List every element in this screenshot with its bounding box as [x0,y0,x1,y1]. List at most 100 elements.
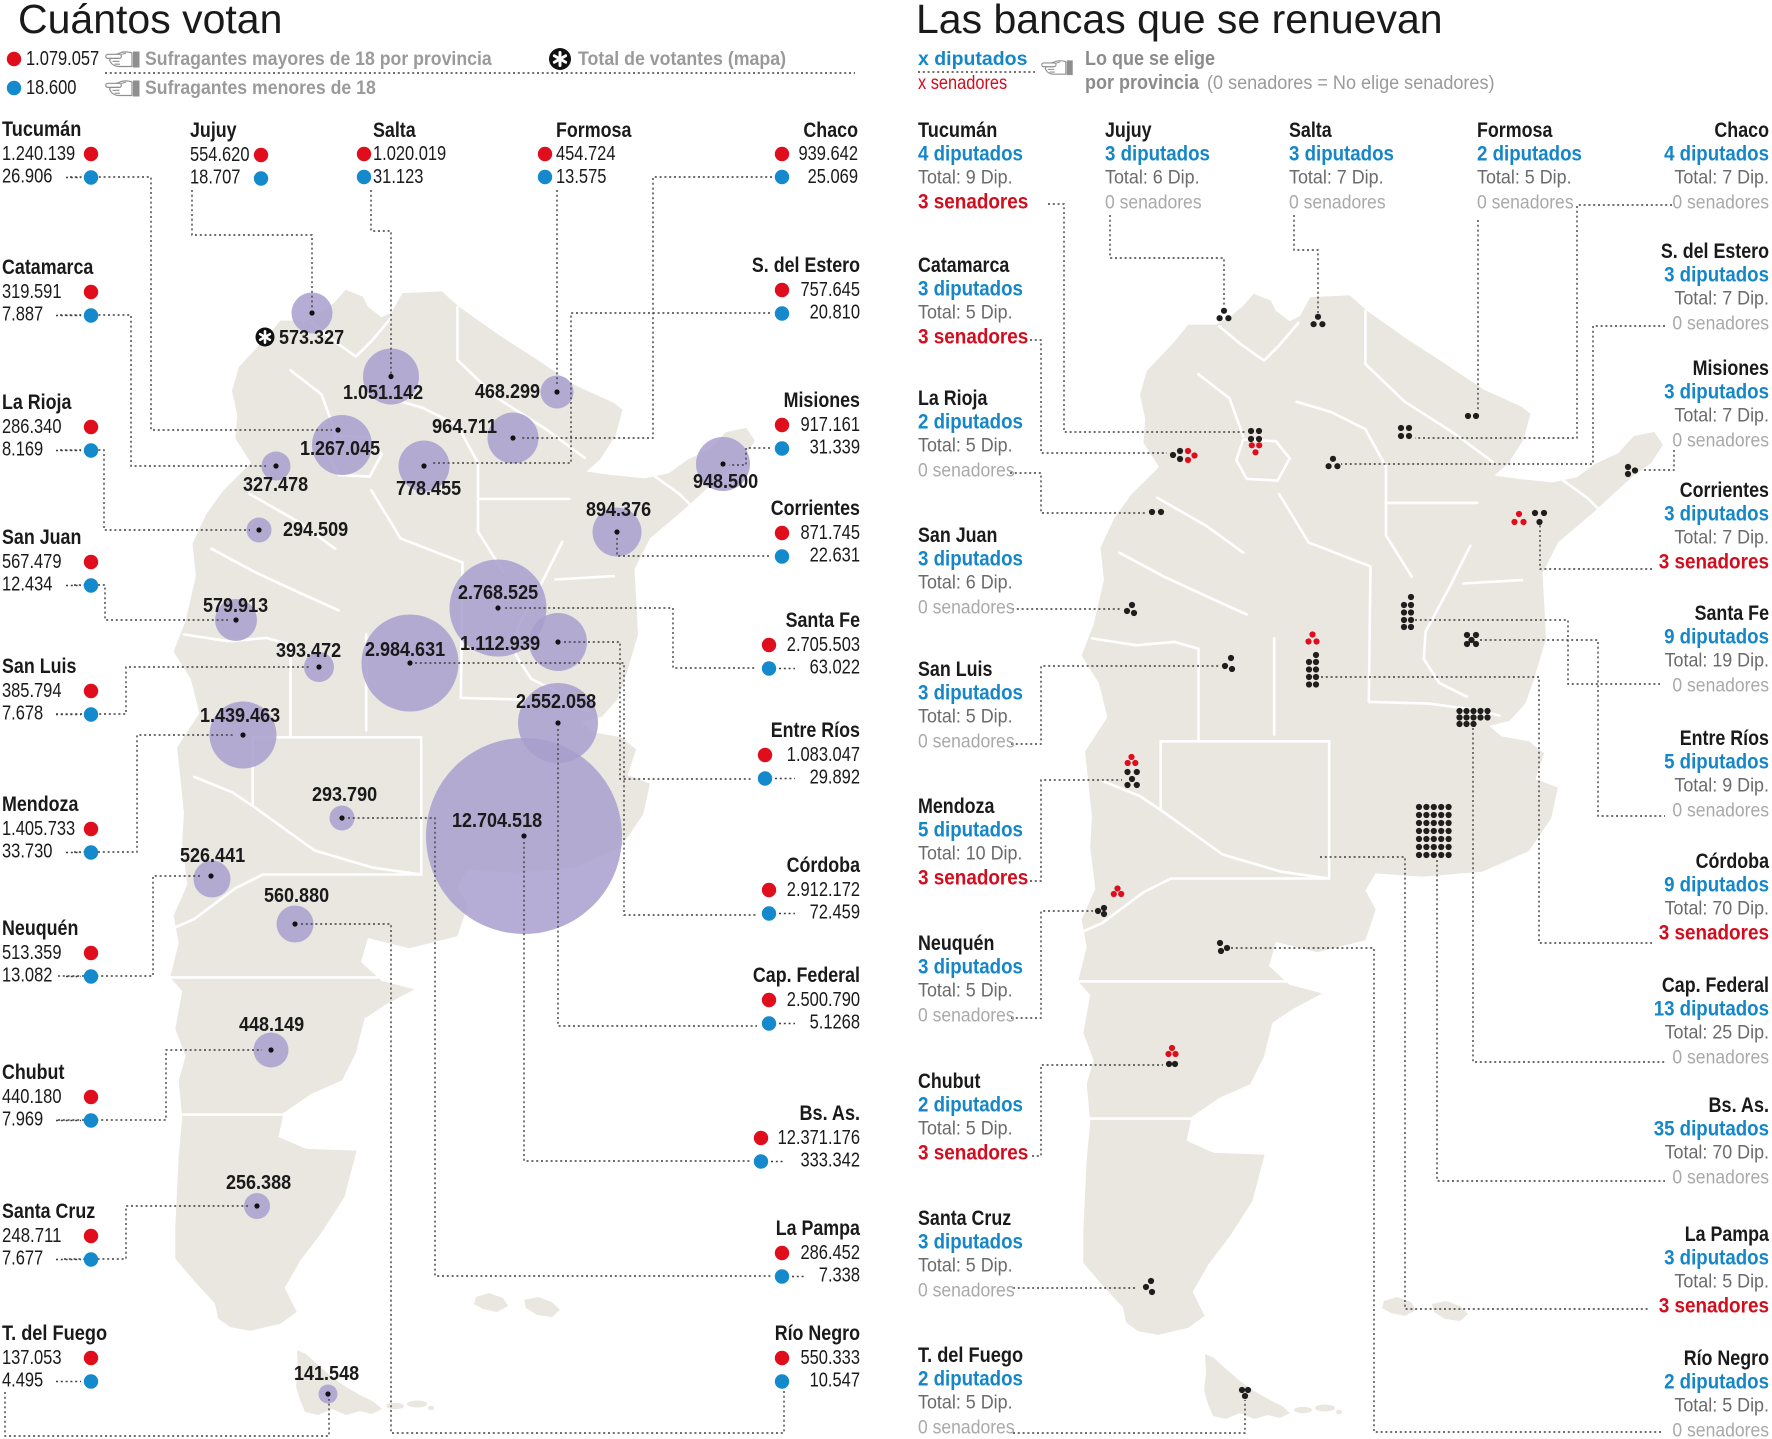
svg-text:Total: 5 Dip.: Total: 5 Dip. [1477,167,1572,189]
svg-text:513.359: 513.359 [2,942,62,964]
svg-text:Formosa: Formosa [1477,119,1553,142]
svg-text:T. del Fuego: T. del Fuego [918,1344,1023,1367]
svg-text:Santa Cruz: Santa Cruz [2,1200,95,1223]
svg-text:Tucumán: Tucumán [918,119,997,142]
svg-text:Las bancas que se renuevan: Las bancas que se renuevan [916,0,1443,42]
svg-text:2.768.525: 2.768.525 [458,582,538,604]
svg-text:Chubut: Chubut [2,1061,64,1084]
svg-text:31.339: 31.339 [810,437,860,459]
svg-text:Total: 9 Dip.: Total: 9 Dip. [918,167,1013,189]
svg-text:72.459: 72.459 [810,902,860,924]
svg-text:0 senadores: 0 senadores [1672,1420,1769,1439]
svg-text:1.083.047: 1.083.047 [787,744,860,766]
svg-text:63.022: 63.022 [810,657,860,679]
svg-text:3 diputados: 3 diputados [1664,381,1769,404]
svg-text:18.707: 18.707 [190,167,240,189]
svg-text:T. del Fuego: T. del Fuego [2,1322,107,1345]
svg-text:2.552.058: 2.552.058 [516,691,596,713]
svg-text:526.441: 526.441 [180,845,245,867]
svg-text:778.455: 778.455 [396,478,461,500]
svg-text:La Rioja: La Rioja [2,391,72,414]
svg-text:San Luis: San Luis [2,655,76,678]
svg-text:(0 senadores = No elige senado: (0 senadores = No elige senadores) [1207,73,1495,94]
svg-text:S. del Estero: S. del Estero [1661,240,1769,263]
svg-text:0 senadores: 0 senadores [1672,192,1769,214]
svg-text:Total: 9 Dip.: Total: 9 Dip. [1674,775,1769,797]
svg-text:San Juan: San Juan [2,526,81,549]
svg-text:554.620: 554.620 [190,144,250,166]
svg-text:560.880: 560.880 [264,885,329,907]
svg-text:871.745: 871.745 [801,522,861,544]
svg-text:33.730: 33.730 [2,841,52,863]
svg-text:Total: 7 Dip.: Total: 7 Dip. [1674,527,1769,549]
svg-text:1.405.733: 1.405.733 [2,818,75,840]
svg-text:10.547: 10.547 [810,1370,860,1392]
svg-text:12.434: 12.434 [2,574,52,596]
svg-text:3 diputados: 3 diputados [1664,503,1769,526]
svg-text:Total: 5 Dip.: Total: 5 Dip. [1674,1271,1769,1293]
svg-text:x senadores: x senadores [918,72,1007,94]
svg-text:3 senadores: 3 senadores [1659,1295,1769,1318]
svg-text:3 senadores: 3 senadores [918,1142,1028,1165]
svg-text:20.810: 20.810 [810,302,860,324]
svg-text:293.790: 293.790 [312,784,377,806]
svg-text:3 diputados: 3 diputados [1664,1247,1769,1270]
svg-text:3 diputados: 3 diputados [918,278,1023,301]
svg-text:393.472: 393.472 [276,640,341,662]
svg-text:1.020.019: 1.020.019 [373,143,446,165]
svg-text:468.299: 468.299 [475,381,540,403]
svg-text:22.631: 22.631 [810,545,860,567]
svg-text:964.711: 964.711 [432,416,497,438]
svg-text:12.704.518: 12.704.518 [452,810,542,832]
svg-text:3 senadores: 3 senadores [918,191,1028,214]
svg-text:Bs. As.: Bs. As. [800,1102,861,1125]
svg-text:Total: 5 Dip.: Total: 5 Dip. [1674,1395,1769,1417]
svg-text:948.500: 948.500 [693,471,758,493]
svg-text:1.240.139: 1.240.139 [2,143,75,165]
svg-text:Sufragantes menores de 18: Sufragantes menores de 18 [145,78,376,99]
svg-text:Catamarca: Catamarca [2,256,94,279]
svg-text:13.575: 13.575 [556,166,606,188]
svg-text:por provincia: por provincia [1085,72,1200,94]
svg-text:S. del Estero: S. del Estero [752,254,860,277]
svg-text:Chubut: Chubut [918,1070,980,1093]
svg-text:2 diputados: 2 diputados [918,1094,1023,1117]
svg-text:1.051.142: 1.051.142 [343,382,423,404]
svg-text:917.161: 917.161 [801,414,861,436]
svg-text:5.1268: 5.1268 [810,1012,860,1034]
svg-text:Misiones: Misiones [1693,357,1769,380]
svg-text:Río Negro: Río Negro [1684,1347,1769,1370]
svg-text:Cap. Federal: Cap. Federal [1662,974,1769,997]
svg-text:Total: 7 Dip.: Total: 7 Dip. [1289,167,1384,189]
svg-text:Cuántos votan: Cuántos votan [18,0,282,42]
svg-text:3 diputados: 3 diputados [918,956,1023,979]
svg-text:939.642: 939.642 [799,143,859,165]
svg-text:Total: 6 Dip.: Total: 6 Dip. [918,572,1013,594]
svg-text:286.452: 286.452 [801,1242,861,1264]
svg-text:0 senadores: 0 senadores [918,597,1015,619]
svg-text:Salta: Salta [373,119,416,142]
svg-text:Chaco: Chaco [803,119,858,142]
svg-text:Tucumán: Tucumán [2,118,81,141]
svg-text:0 senadores: 0 senadores [1289,192,1386,214]
svg-text:3 diputados: 3 diputados [918,548,1023,571]
svg-text:Chaco: Chaco [1714,119,1769,142]
svg-text:2 diputados: 2 diputados [1664,1371,1769,1394]
svg-text:Neuquén: Neuquén [918,932,994,955]
svg-text:1.439.463: 1.439.463 [200,705,280,727]
svg-text:5 diputados: 5 diputados [1664,751,1769,774]
svg-text:Río Negro: Río Negro [775,1322,860,1345]
svg-text:0 senadores: 0 senadores [1105,192,1202,214]
svg-text:248.711: 248.711 [2,1225,62,1247]
svg-text:9 diputados: 9 diputados [1664,874,1769,897]
svg-text:Sufragantes mayores de 18 por: Sufragantes mayores de 18 por provincia [145,49,492,70]
svg-text:1.079.057: 1.079.057 [26,48,99,70]
svg-text:2.912.172: 2.912.172 [787,879,860,901]
svg-text:2.500.790: 2.500.790 [787,989,860,1011]
svg-text:7.887: 7.887 [2,304,43,326]
svg-text:2 diputados: 2 diputados [1477,143,1582,166]
svg-text:3 diputados: 3 diputados [1105,143,1210,166]
svg-text:550.333: 550.333 [801,1347,861,1369]
svg-text:3 senadores: 3 senadores [918,867,1028,890]
svg-text:2 diputados: 2 diputados [918,1368,1023,1391]
